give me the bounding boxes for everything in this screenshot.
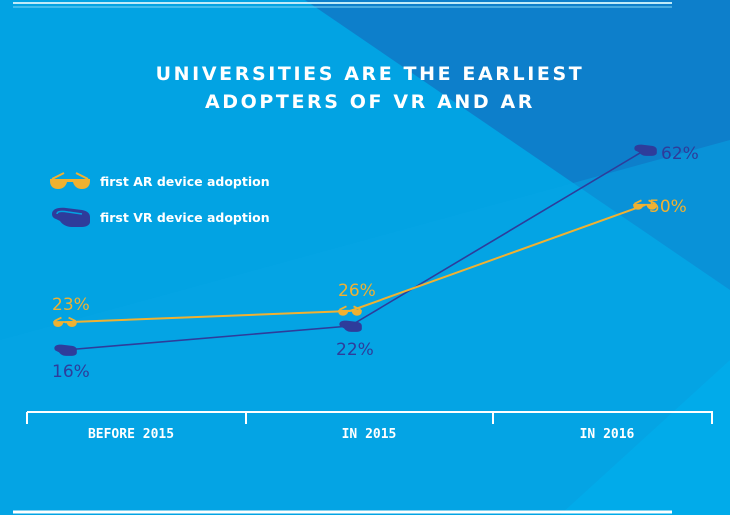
x-tick-label: BEFORE 2015 [88, 427, 174, 442]
vr-line-segment [64, 325, 351, 351]
data-label-ar-1: 26% [338, 281, 376, 301]
series-layer: 23% 26% 50% 16% 22% 62% [52, 144, 699, 382]
ar-line-segment [349, 204, 646, 312]
vr-headset-icon [54, 344, 77, 356]
chart-title-line-2: ADOPTERS OF VR AND AR [204, 91, 536, 113]
ar-glasses-icon [633, 199, 657, 210]
legend-label-ar: first AR device adoption [100, 173, 270, 189]
data-label-vr-2: 62% [661, 144, 699, 164]
legend-item-vr: first VR device adoption [48, 205, 270, 229]
vr-line-segment [349, 149, 646, 327]
data-label-vr-0: 16% [52, 362, 90, 382]
data-label-vr-1: 22% [336, 340, 374, 360]
data-label-ar-0: 23% [52, 295, 90, 315]
data-label-ar-2: 50% [649, 197, 687, 217]
vr-headset-icon [634, 144, 657, 156]
background-corner [560, 360, 730, 515]
ar-glasses-icon [53, 316, 77, 327]
background-shade [0, 140, 730, 515]
vr-headset-icon [339, 320, 362, 332]
legend-label-vr: first VR device adoption [100, 209, 270, 225]
x-tick-label: IN 2015 [342, 427, 397, 442]
vr-headset-icon [52, 207, 90, 227]
x-axis: BEFORE 2015 IN 2015 IN 2016 [26, 411, 713, 442]
ar-glasses-icon [50, 172, 90, 189]
chart-title-line-1: UNIVERSITIES ARE THE EARLIEST [155, 63, 585, 85]
ar-line-segment [64, 310, 351, 324]
ar-glasses-icon [338, 305, 362, 316]
legend-item-ar: first AR device adoption [48, 169, 270, 193]
x-tick-label: IN 2016 [580, 427, 635, 442]
